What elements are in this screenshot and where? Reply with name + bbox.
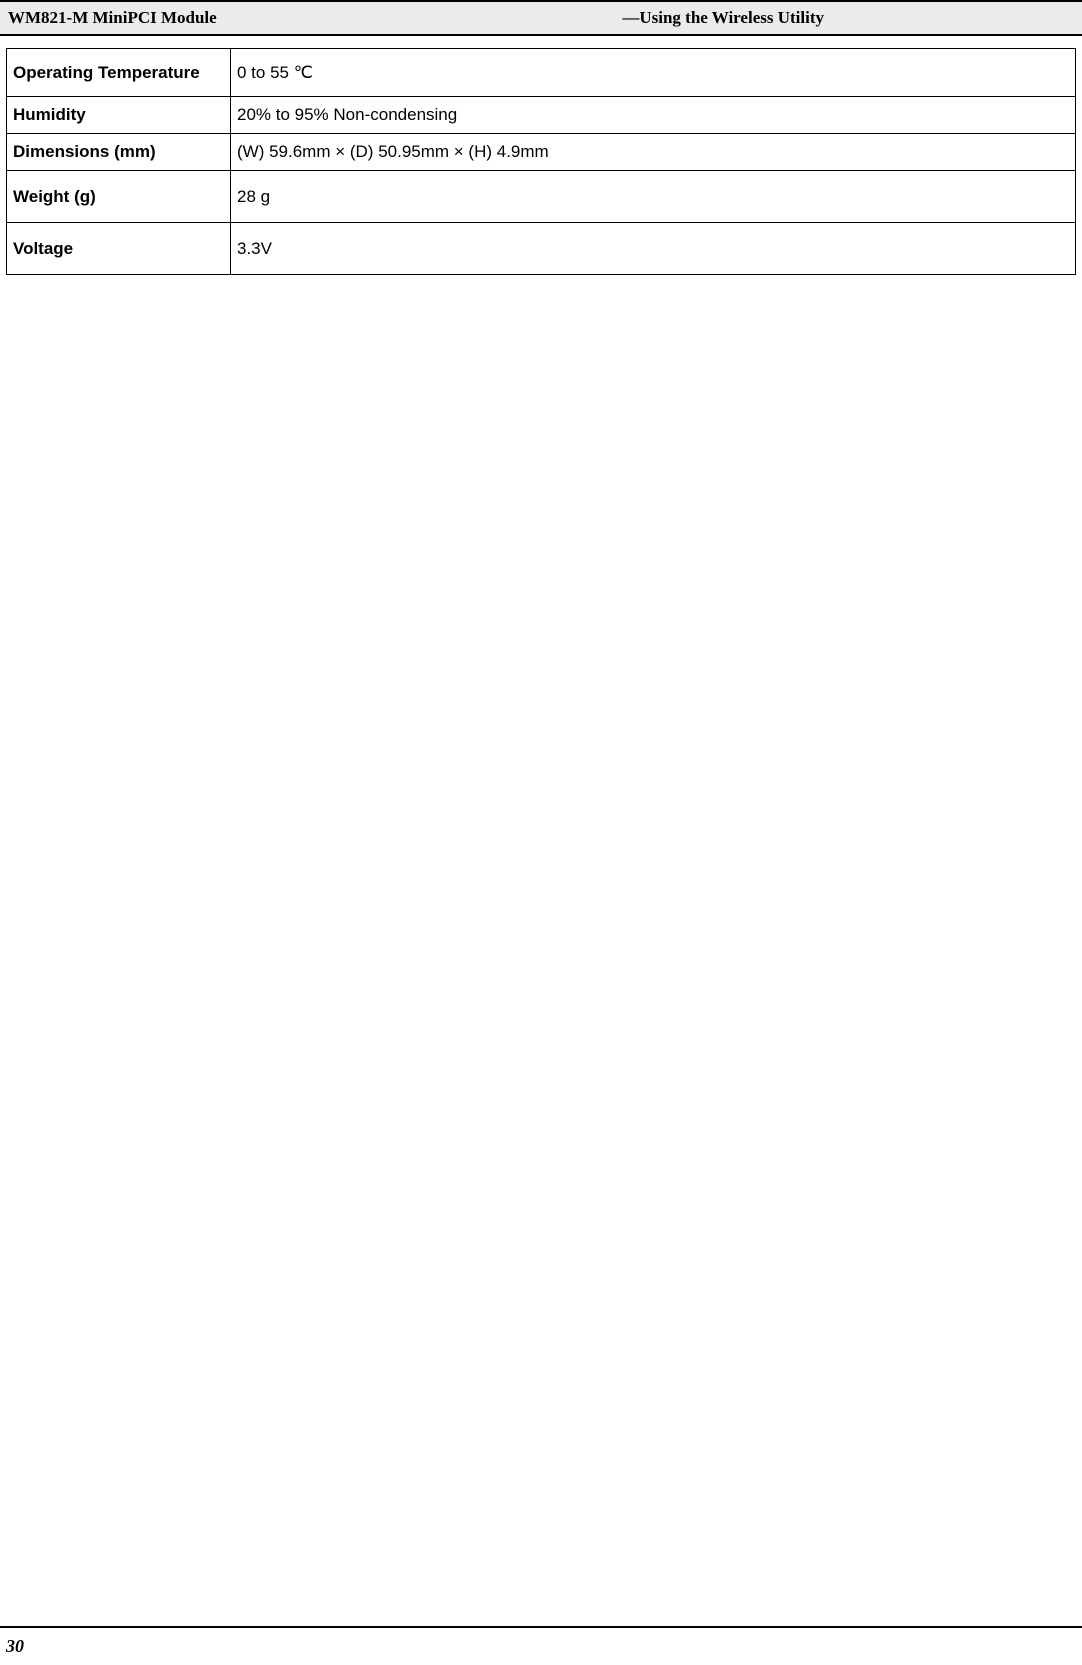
page-content: Operating Temperature0 to 55 ℃Humidity20… <box>0 36 1082 287</box>
spec-value: 28 g <box>231 171 1076 223</box>
spec-value: 0 to 55 ℃ <box>231 49 1076 97</box>
page-footer: 30 <box>0 1626 1082 1665</box>
table-row: Humidity20% to 95% Non-condensing <box>7 97 1076 134</box>
specifications-table: Operating Temperature0 to 55 ℃Humidity20… <box>6 48 1076 275</box>
header-title-right: —Using the Wireless Utility <box>622 8 824 28</box>
spec-label: Dimensions (mm) <box>7 134 231 171</box>
spec-value: 3.3V <box>231 223 1076 275</box>
spec-label: Weight (g) <box>7 171 231 223</box>
spec-value: (W) 59.6mm × (D) 50.95mm × (H) 4.9mm <box>231 134 1076 171</box>
table-row: Voltage3.3V <box>7 223 1076 275</box>
page-header: WM821-M MiniPCI Module —Using the Wirele… <box>0 0 1082 36</box>
spec-value: 20% to 95% Non-condensing <box>231 97 1076 134</box>
spec-label: Operating Temperature <box>7 49 231 97</box>
table-row: Operating Temperature0 to 55 ℃ <box>7 49 1076 97</box>
header-title-left: WM821-M MiniPCI Module <box>8 8 217 28</box>
page-number: 30 <box>6 1636 24 1656</box>
spec-label: Humidity <box>7 97 231 134</box>
table-row: Dimensions (mm)(W) 59.6mm × (D) 50.95mm … <box>7 134 1076 171</box>
table-row: Weight (g)28 g <box>7 171 1076 223</box>
spec-label: Voltage <box>7 223 231 275</box>
